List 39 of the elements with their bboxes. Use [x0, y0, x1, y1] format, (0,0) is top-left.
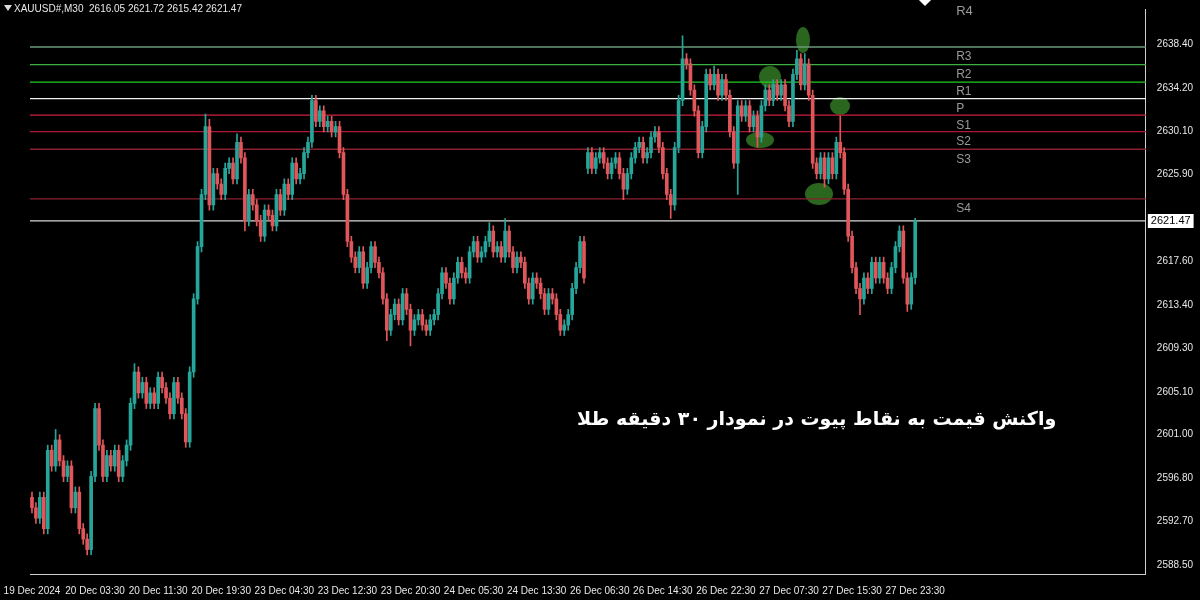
chart-title: XAUUSD#,M30 2616.05 2621.72 2615.42 2621.47 — [14, 2, 243, 14]
x-tick-label: 24 Dec 05:30 — [443, 584, 504, 596]
ref-line-label: R2 — [956, 66, 972, 81]
x-tick-label: 23 Dec 04:30 — [254, 584, 315, 596]
ref-line-label: R1 — [956, 84, 972, 99]
ref-line-label: S3 — [956, 151, 972, 166]
x-tick-label: 20 Dec 19:30 — [191, 584, 252, 596]
y-tick-label: 2596.80 — [1156, 472, 1194, 484]
y-tick-label: 2601.00 — [1156, 428, 1194, 440]
y-tick-label: 2617.60 — [1156, 255, 1194, 267]
y-tick-label: 2630.10 — [1156, 124, 1194, 136]
annotation: واکنش قیمت به نقاط پیوت در نمودار ۳۰ دقیقه طلا — [577, 406, 1057, 430]
ref-line-label: P — [956, 100, 965, 115]
ref-line-label: R3 — [956, 49, 972, 64]
x-tick-label: 23 Dec 20:30 — [380, 584, 441, 596]
x-tick-label: 20 Dec 03:30 — [65, 584, 126, 596]
y-tick-label: 2613.40 — [1156, 298, 1194, 310]
x-tick-label: 27 Dec 07:30 — [759, 584, 820, 596]
ref-line-label: 2621.47 — [1150, 213, 1191, 226]
x-tick-label: 26 Dec 22:30 — [696, 584, 757, 596]
x-tick-label: 23 Dec 12:30 — [317, 584, 378, 596]
x-tick-label: 26 Dec 06:30 — [570, 584, 630, 596]
x-tick-label: 20 Dec 11:30 — [128, 584, 188, 596]
y-tick-label: 2625.90 — [1156, 168, 1194, 180]
x-tick-label: 26 Dec 14:30 — [633, 584, 694, 596]
y-tick-label: 2605.10 — [1156, 385, 1194, 397]
ref-line-label: S4 — [956, 201, 972, 216]
ref-line-label: S2 — [956, 134, 972, 149]
x-tick-label: 24 Dec 13:30 — [506, 584, 567, 596]
x-tick-label: 19 Dec 2024 — [3, 584, 61, 596]
y-tick-label: 2609.30 — [1156, 341, 1194, 353]
y-tick-label: 2638.40 — [1156, 37, 1194, 49]
annotation: R4 — [956, 3, 973, 19]
y-tick-label: 2634.20 — [1156, 81, 1194, 93]
y-tick-label: 2592.70 — [1156, 515, 1194, 527]
y-tick-label: 2588.50 — [1156, 558, 1194, 570]
x-tick-label: 27 Dec 15:30 — [822, 584, 883, 596]
x-tick-label: 27 Dec 23:30 — [885, 584, 946, 596]
ref-line-label: S1 — [956, 117, 972, 132]
